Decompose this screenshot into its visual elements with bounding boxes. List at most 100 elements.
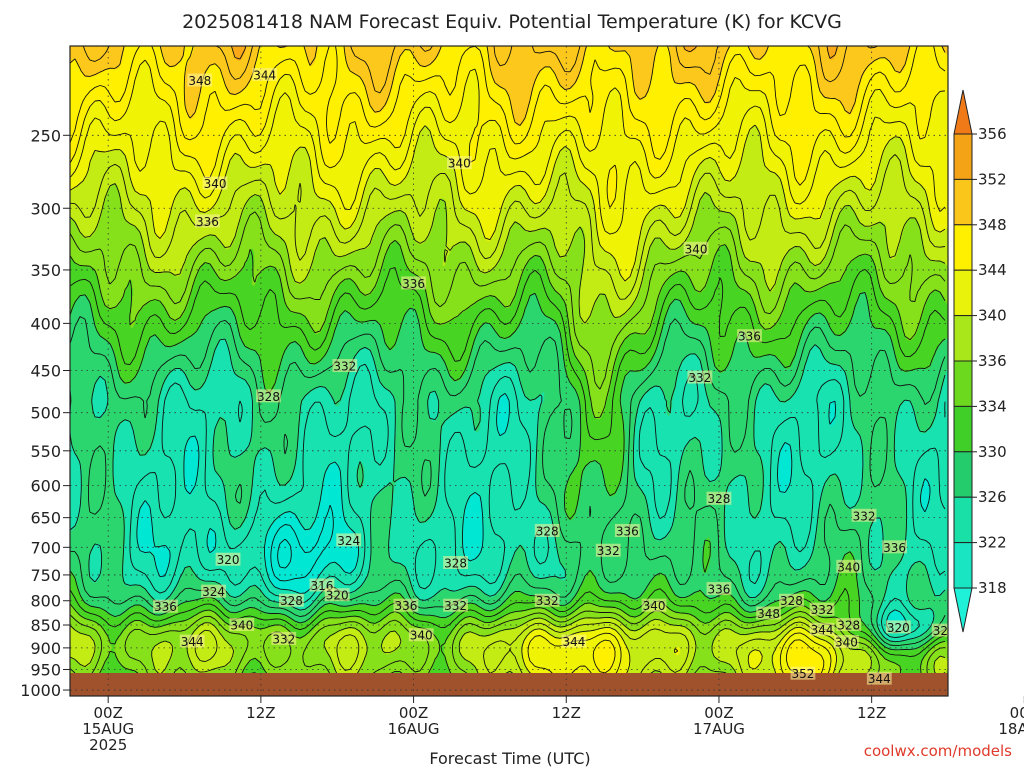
contour-label: 332 xyxy=(811,603,834,617)
contour-label: 332 xyxy=(272,632,295,646)
contour-label-bg xyxy=(401,276,426,290)
colorbar-swatch xyxy=(953,178,973,226)
contour-label-bg xyxy=(687,370,713,384)
contour-label-bg xyxy=(561,634,587,648)
contour-label-bg xyxy=(737,329,762,343)
y-tick-label: 800 xyxy=(30,592,61,611)
x-tick-label: 17AUG xyxy=(693,720,745,738)
contour-label-bg xyxy=(279,593,304,607)
x-tick-label: 00Z xyxy=(1010,704,1024,722)
colorbar-swatch xyxy=(953,405,973,453)
contour-label: 324 xyxy=(337,534,360,548)
contour-label: 328 xyxy=(536,524,559,538)
contour-label: 320 xyxy=(887,621,910,635)
colorbar-label: 330 xyxy=(978,443,1007,461)
contour-label-bg xyxy=(446,156,472,170)
contour-label: 320 xyxy=(217,553,240,567)
contour-label: 328 xyxy=(837,619,860,633)
colorbar-label: 348 xyxy=(978,216,1007,234)
contour-lines xyxy=(70,46,946,696)
x-tick-label: 16AUG xyxy=(388,720,440,738)
contour-label: 328 xyxy=(257,390,280,404)
contour-label-bg xyxy=(683,241,709,255)
colorbar-swatch xyxy=(953,224,973,271)
x-tick-label: 12Z xyxy=(857,704,886,722)
contour-label: 348 xyxy=(188,74,211,88)
colorbar-upper-arrow xyxy=(953,89,973,135)
contour-label-bg xyxy=(882,540,907,554)
contour-label-bg xyxy=(836,618,862,632)
contour-label: 328 xyxy=(780,594,803,608)
contour-label: 336 xyxy=(616,524,639,538)
contour-label-bg xyxy=(393,598,419,612)
colorbar-label: 356 xyxy=(978,125,1007,143)
contour-label: 332 xyxy=(853,509,876,523)
contour-label-bg xyxy=(809,622,835,636)
contour-label-bg xyxy=(336,533,362,547)
colorbar-swatch xyxy=(953,315,973,362)
contour-label: 348 xyxy=(757,607,780,621)
colorbar-swatch xyxy=(953,496,973,544)
y-tick-label: 850 xyxy=(30,616,61,635)
contour-label-bg xyxy=(706,491,732,505)
colorbar-label: 344 xyxy=(978,261,1007,279)
contour-label-bg xyxy=(756,606,781,620)
contour-label: 332 xyxy=(333,360,356,374)
contour-label-bg xyxy=(252,67,278,81)
contour-label-bg xyxy=(866,671,892,685)
contour-label-bg xyxy=(271,631,297,645)
x-tick-label: 00Z xyxy=(93,704,122,722)
x-tick-label: 12Z xyxy=(552,704,581,722)
y-tick-label: 400 xyxy=(30,314,61,333)
contour-label: 336 xyxy=(883,541,906,555)
y-tick-label: 300 xyxy=(30,199,61,218)
colorbar-label: 340 xyxy=(978,307,1007,325)
chart-title: 2025081418 NAM Forecast Equiv. Potential… xyxy=(182,11,842,33)
contour-label: 332 xyxy=(536,594,559,608)
contour-label: 340 xyxy=(230,619,253,633)
colorbar-label: 318 xyxy=(978,579,1007,597)
contour-label-bg xyxy=(309,578,335,592)
contour-label: 340 xyxy=(685,242,708,256)
contour-label: 340 xyxy=(835,636,858,650)
contour-label-bg xyxy=(836,559,862,573)
contour-label-bg xyxy=(779,593,804,607)
contour-label-bg xyxy=(834,635,859,649)
contour-label: 328 xyxy=(280,594,303,608)
colorbar-label: 352 xyxy=(978,170,1007,188)
contour-label: 332 xyxy=(444,599,467,613)
contour-label-bg xyxy=(187,73,213,87)
contour-label: 324 xyxy=(202,585,225,599)
colorbar-label: 334 xyxy=(978,397,1007,415)
contour-label: 336 xyxy=(394,599,417,613)
contour-label-bg xyxy=(195,214,220,228)
contour-label-bg xyxy=(614,523,640,537)
colorbar-swatch xyxy=(953,360,973,407)
x-axis-label: Forecast Time (UTC) xyxy=(429,749,590,768)
x-tick-label: 00Z xyxy=(399,704,428,722)
colorbar: 356 352 348 344 340 336 334 330 326 322 318 xyxy=(953,89,1007,633)
contour-label-bg xyxy=(202,176,228,190)
contour-label-bg xyxy=(256,389,281,403)
contour-label-bg xyxy=(324,588,350,602)
x-tick-label: 18AUG xyxy=(998,720,1024,738)
contour-label: 344 xyxy=(562,635,585,649)
contour-label: 340 xyxy=(643,599,666,613)
contour-label: 336 xyxy=(708,583,731,597)
contour-label: 352 xyxy=(791,667,814,681)
colorbar-lower-arrow xyxy=(953,587,973,633)
colorbar-swatch xyxy=(953,133,973,180)
contour-label-bg xyxy=(851,508,877,522)
y-tick-label: 650 xyxy=(30,509,61,528)
contour-label-bg xyxy=(443,556,468,570)
contour-label: 340 xyxy=(837,560,860,574)
y-tick-label: 1000 xyxy=(20,681,61,700)
y-tick-label: 450 xyxy=(30,362,61,381)
contour-label-bg xyxy=(443,598,468,612)
contour-label: 328 xyxy=(444,557,467,571)
contour-label-bg xyxy=(179,634,205,648)
y-tick-label: 950 xyxy=(30,661,61,680)
contour-label-bg xyxy=(706,582,732,596)
y-tick-label: 500 xyxy=(30,404,61,423)
